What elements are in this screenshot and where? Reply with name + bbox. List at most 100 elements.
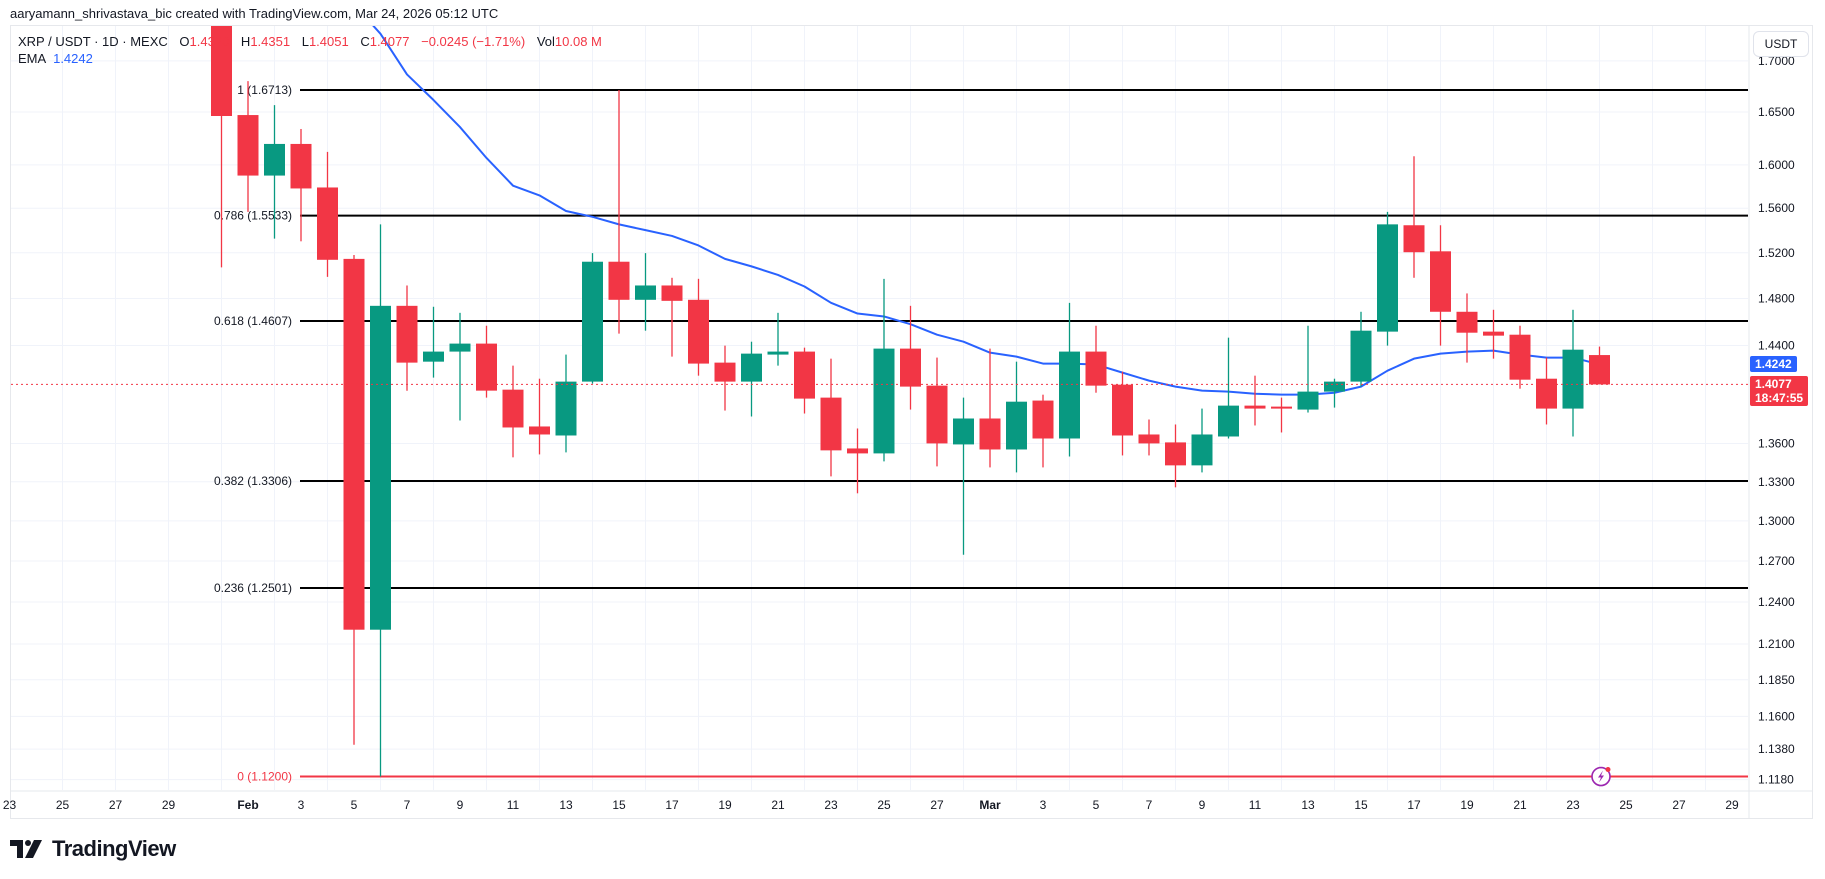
high-label: H bbox=[240, 34, 251, 49]
time-axis[interactable]: 23 25 27 29 Feb 3 5 7 9 11 13 15 17 19 21 23 25 27 Mar 3 5 7 9… bbox=[3, 790, 1812, 812]
time-tick-label: Feb bbox=[237, 798, 258, 812]
time-tick-label: 9 bbox=[1199, 798, 1206, 812]
candle-body bbox=[396, 305, 418, 363]
last-price-value: 1.4077 bbox=[1755, 377, 1792, 392]
time-tick-label: 5 bbox=[351, 798, 358, 812]
candle-body bbox=[979, 418, 1001, 450]
time-tick-label: 27 bbox=[930, 798, 944, 812]
time-tick-label: 11 bbox=[1249, 798, 1262, 812]
fib-level-label: 0 (1.1200) bbox=[237, 770, 292, 784]
symbol-title[interactable]: XRP / USDT · 1D · MEXC bbox=[18, 34, 168, 49]
ema-line bbox=[372, 26, 1600, 396]
candle-body bbox=[926, 385, 948, 444]
price-tick-label: 1.7000 bbox=[1758, 54, 1795, 68]
price-tick-label: 1.3300 bbox=[1758, 475, 1795, 489]
time-tick-label: 19 bbox=[718, 798, 732, 812]
candle-body bbox=[1483, 331, 1504, 336]
candle-body bbox=[635, 285, 656, 300]
close-label: C bbox=[360, 34, 370, 49]
ema-row[interactable]: EMA 1.4242 bbox=[18, 50, 602, 67]
ema-price-tag: 1.4242 bbox=[1750, 356, 1797, 373]
time-tick-label: 27 bbox=[1672, 798, 1686, 812]
candle-body bbox=[1562, 349, 1584, 409]
candle-body bbox=[1032, 400, 1054, 439]
fib-level-label: 0.236 (1.2501) bbox=[214, 581, 292, 595]
price-axis[interactable]: 1.7000 1.6500 1.6000 1.5600 1.5200 1.4800 1.44… bbox=[1748, 26, 1795, 818]
time-tick-label: 25 bbox=[877, 798, 891, 812]
open-label: O bbox=[179, 34, 190, 49]
time-tick-label: Mar bbox=[979, 798, 1001, 812]
chart-credit: aaryamann_shrivastava_bic created with T… bbox=[10, 6, 499, 21]
time-tick-label: 17 bbox=[665, 798, 679, 812]
fib-level-label: 1 (1.6713) bbox=[237, 83, 292, 97]
price-tick-label: 1.6500 bbox=[1758, 105, 1795, 119]
candle-body bbox=[873, 348, 895, 454]
candle-body bbox=[343, 258, 365, 630]
price-tick-label: 1.2400 bbox=[1758, 595, 1795, 609]
ema-label: EMA bbox=[18, 51, 46, 66]
fib-level-label: 0.618 (1.4607) bbox=[214, 314, 292, 328]
candle-body bbox=[423, 351, 444, 362]
candle-body bbox=[1271, 406, 1292, 409]
fib-level-label: 0.382 (1.3306) bbox=[214, 474, 292, 488]
candle-body bbox=[1112, 384, 1133, 436]
time-tick-label: 3 bbox=[298, 798, 305, 812]
time-tick-label: 11 bbox=[507, 798, 520, 812]
candle-body bbox=[449, 343, 471, 352]
candle-body bbox=[661, 285, 683, 301]
price-tick-label: 1.5200 bbox=[1758, 246, 1795, 260]
candle-body bbox=[1006, 401, 1027, 450]
ohlc-row: XRP / USDT · 1D · MEXC O1.4320 H1.4351 L… bbox=[18, 33, 602, 50]
price-tick-label: 1.1380 bbox=[1758, 742, 1795, 756]
price-tick-label: 1.4800 bbox=[1758, 292, 1795, 306]
close-value: 1.4077 bbox=[369, 34, 410, 49]
candle-body bbox=[1324, 381, 1345, 392]
time-tick-label: 25 bbox=[1619, 798, 1633, 812]
ema-polyline bbox=[372, 26, 1600, 396]
candle-body bbox=[317, 187, 338, 260]
candle-body bbox=[1244, 405, 1266, 409]
time-tick-label: 23 bbox=[824, 798, 838, 812]
fib-retracement[interactable]: 1 (1.6713) 0.786 (1.5533) 0.618 (1.4607) 0.… bbox=[214, 83, 1748, 784]
time-tick-label: 23 bbox=[3, 798, 17, 812]
low-value: 1.4051 bbox=[308, 34, 349, 49]
candle-body bbox=[211, 26, 232, 116]
candle-body bbox=[476, 343, 497, 391]
candle-body bbox=[953, 418, 974, 445]
candle-body bbox=[767, 351, 789, 355]
time-tick-label: 21 bbox=[771, 798, 785, 812]
alert-icon[interactable] bbox=[1591, 766, 1611, 787]
candle-body bbox=[290, 143, 312, 189]
candle-body bbox=[1589, 355, 1610, 385]
candle-body bbox=[1218, 405, 1239, 437]
time-tick-label: 27 bbox=[109, 798, 123, 812]
logo-text: TradingView bbox=[52, 836, 176, 861]
tradingview-logo-icon bbox=[10, 840, 42, 858]
time-tick-label: 13 bbox=[559, 798, 573, 812]
ema-value: 1.4242 bbox=[53, 51, 93, 66]
time-tick-label: 13 bbox=[1301, 798, 1315, 812]
candle-body bbox=[1165, 442, 1186, 466]
candles bbox=[211, 26, 1610, 777]
candle-body bbox=[582, 261, 603, 382]
currency-button[interactable]: USDT bbox=[1753, 31, 1809, 57]
chart-frame bbox=[10, 25, 1813, 819]
candle-body bbox=[714, 362, 736, 382]
lightning-icon bbox=[1598, 770, 1604, 783]
price-tick-label: 1.4400 bbox=[1758, 339, 1795, 353]
candle-body bbox=[820, 397, 842, 451]
price-tick-label: 1.1180 bbox=[1758, 773, 1794, 787]
price-tick-label: 1.5600 bbox=[1758, 201, 1795, 215]
candle-body bbox=[1377, 224, 1398, 332]
candle-body bbox=[608, 261, 630, 300]
candle-body bbox=[1085, 351, 1107, 386]
time-tick-label: 29 bbox=[162, 798, 176, 812]
time-tick-label: 15 bbox=[1354, 798, 1368, 812]
candle-body bbox=[1456, 311, 1478, 333]
candle-body bbox=[502, 389, 524, 428]
volume-label: Vol bbox=[536, 34, 555, 49]
time-tick-label: 15 bbox=[612, 798, 626, 812]
tradingview-logo[interactable]: TradingView bbox=[10, 836, 176, 862]
fib-level-label: 0.786 (1.5533) bbox=[214, 209, 292, 223]
